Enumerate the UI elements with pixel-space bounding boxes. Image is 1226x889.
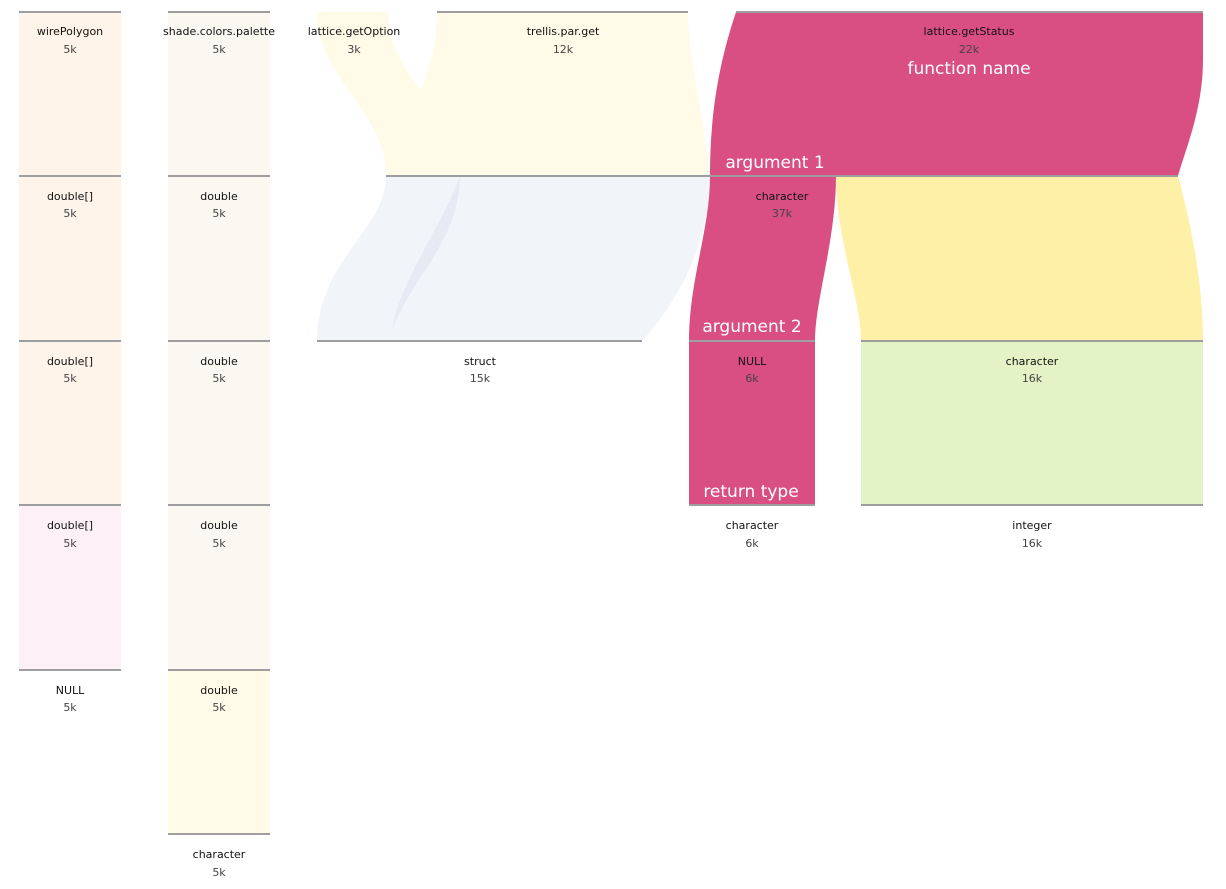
node-value: 3k: [347, 43, 361, 56]
flow-trellis-to-character[interactable]: [386, 12, 710, 176]
node-value: 5k: [212, 207, 226, 220]
node-label: double[]: [47, 190, 93, 203]
node-label: double: [200, 355, 238, 368]
flow-character-to-struct[interactable]: [317, 176, 710, 341]
flow-null-to-character[interactable]: [689, 341, 815, 505]
node-value: 5k: [63, 701, 77, 714]
node-value: 5k: [212, 43, 226, 56]
node-value: 22k: [959, 43, 980, 56]
node-value: 5k: [63, 43, 77, 56]
node-value: 16k: [1022, 537, 1043, 550]
node-value: 5k: [63, 207, 77, 220]
node-value: 5k: [63, 537, 77, 550]
node-label: NULL: [738, 355, 767, 368]
node-label: wirePolygon: [37, 25, 103, 38]
node-label: double: [200, 519, 238, 532]
node-label: NULL: [56, 684, 85, 697]
node-label: shade.colors.palette: [163, 25, 275, 38]
node-value: 15k: [470, 372, 491, 385]
node-value: 5k: [212, 701, 226, 714]
band-wirepolygon-1[interactable]: [19, 12, 121, 505]
node-value: 5k: [212, 866, 226, 879]
node-label: double[]: [47, 519, 93, 532]
node-value: 5k: [212, 372, 226, 385]
node-label: character: [756, 190, 809, 203]
node-label: lattice.getOption: [308, 25, 401, 38]
node-value: 37k: [772, 207, 793, 220]
node-value: 5k: [212, 537, 226, 550]
level-label-function-name: function name: [907, 59, 1030, 79]
node-value: 12k: [553, 43, 574, 56]
node-label: trellis.par.get: [527, 25, 600, 38]
node-lines: [19, 11, 1203, 835]
flow-character-to-null[interactable]: [689, 176, 836, 341]
level-label-return-type: return type: [703, 482, 798, 502]
flow-character-to-integer[interactable]: [861, 341, 1203, 505]
flow-character-to-character[interactable]: [836, 176, 1203, 341]
node-label: character: [193, 848, 246, 861]
level-label-argument-2: argument 2: [702, 317, 801, 337]
flow-getstatus-to-character[interactable]: [710, 12, 1203, 176]
node-value: 6k: [745, 537, 759, 550]
node-label: struct: [464, 355, 497, 368]
node-label: integer: [1012, 519, 1052, 532]
node-label: lattice.getStatus: [924, 25, 1015, 38]
node-label: character: [726, 519, 779, 532]
band-shade-2[interactable]: [168, 670, 270, 834]
node-value: 5k: [63, 372, 77, 385]
flow-struct-inner: [392, 176, 460, 330]
band-wirepolygon-2[interactable]: [19, 505, 121, 670]
node-value: 6k: [745, 372, 759, 385]
node-value: 16k: [1022, 372, 1043, 385]
node-label: double[]: [47, 355, 93, 368]
node-label: double: [200, 190, 238, 203]
node-label: character: [1006, 355, 1059, 368]
node-label: double: [200, 684, 238, 697]
level-label-argument-1: argument 1: [725, 153, 824, 173]
